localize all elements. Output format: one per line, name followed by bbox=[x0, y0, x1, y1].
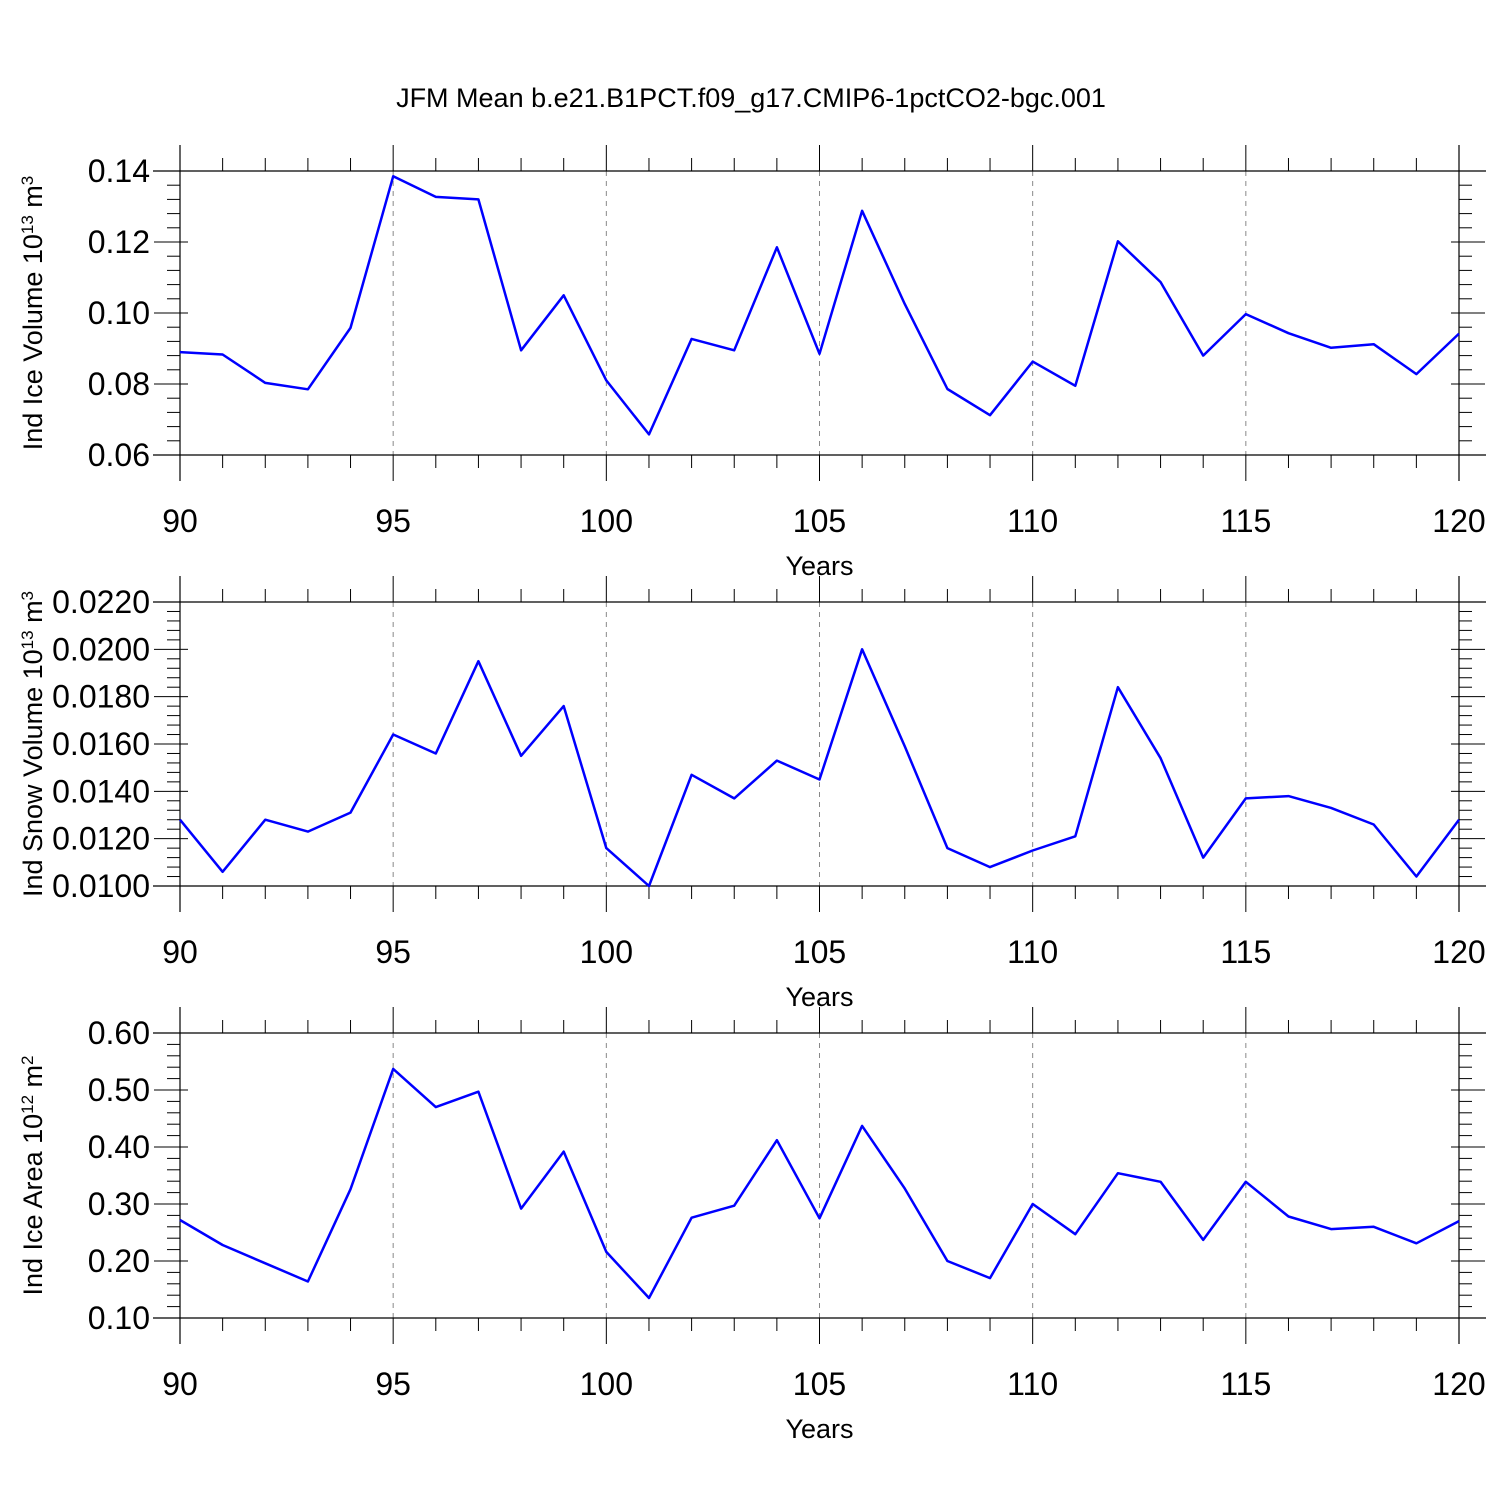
x-tick-label: 90 bbox=[162, 1366, 198, 1402]
panel-3: 90 95 100 105 110 115 120 0.10 0.20 0.30 0.40 0.50 0… bbox=[18, 1007, 1486, 1444]
x-tick-label: 105 bbox=[793, 1366, 846, 1402]
x-tick-label: 105 bbox=[793, 934, 846, 970]
x-tick-label: 110 bbox=[1007, 1366, 1058, 1402]
x-tick-label: 110 bbox=[1007, 503, 1058, 539]
panels: 90 95 100 105 110 115 120 0.06 0.08 0.10 0.12 0.14 Y… bbox=[18, 145, 1486, 1444]
x-tick-label: 105 bbox=[793, 503, 846, 539]
y-tick-label: 0.0220 bbox=[52, 584, 150, 620]
y-tick-label: 0.30 bbox=[88, 1186, 150, 1222]
series-line-1 bbox=[179, 648, 1461, 888]
x-tick-label: 100 bbox=[580, 1366, 633, 1402]
panel-1: 90 95 100 105 110 115 1200.060.080.100.120.14Y… bbox=[18, 145, 1486, 581]
y-axis-label: Ind Ice Volume 1013 m3 bbox=[18, 176, 49, 451]
y-tick-label: 0.10 bbox=[88, 295, 150, 331]
figure-title: JFM Mean b.e21.B1PCT.f09_g17.CMIP6-1pctC… bbox=[396, 83, 1106, 113]
y-axis-label: Ind Ice Area 1012 m2 bbox=[18, 1055, 49, 1295]
y-tick-label: 0.50 bbox=[88, 1072, 150, 1108]
x-axis-label: Years bbox=[785, 1414, 853, 1444]
x-tick-label: 90 bbox=[162, 503, 198, 539]
x-tick-label: 90 bbox=[162, 934, 198, 970]
y-tick-label: 0.14 bbox=[88, 153, 150, 189]
y-tick-label: 0.60 bbox=[88, 1015, 150, 1051]
y-tick-label: 0.0160 bbox=[52, 726, 150, 762]
y-tick-label: 0.0100 bbox=[52, 868, 150, 904]
x-tick-label: 110 bbox=[1007, 934, 1058, 970]
y-tick-label: 0.20 bbox=[88, 1243, 150, 1279]
series-line-1 bbox=[179, 1067, 1460, 1300]
x-tick-label: 95 bbox=[375, 934, 411, 970]
y-tick-label: 0.0120 bbox=[52, 821, 150, 857]
x-tick-label: 120 bbox=[1432, 503, 1485, 539]
x-tick-label: 100 bbox=[580, 503, 633, 539]
y-tick-label: 0.0180 bbox=[52, 679, 150, 715]
y-axis-label: Ind Snow Volume 1013 m3 bbox=[18, 591, 49, 897]
x-tick-label: 115 bbox=[1220, 503, 1271, 539]
series-line-1 bbox=[179, 175, 1460, 436]
x-tick-label: 120 bbox=[1432, 934, 1485, 970]
x-tick-label: 115 bbox=[1220, 934, 1271, 970]
y-tick-label: 0.40 bbox=[88, 1129, 150, 1165]
y-tick-label: 0.06 bbox=[88, 437, 150, 473]
y-tick-label: 0.12 bbox=[88, 224, 150, 260]
x-tick-label: 95 bbox=[375, 1366, 411, 1402]
x-tick-label: 100 bbox=[580, 934, 633, 970]
y-tick-label: 0.0140 bbox=[52, 773, 150, 809]
y-tick-label: 0.0200 bbox=[52, 631, 150, 667]
x-tick-label: 115 bbox=[1220, 1366, 1271, 1402]
x-tick-label: 95 bbox=[375, 503, 411, 539]
x-tick-label: 120 bbox=[1432, 1366, 1485, 1402]
panel-2: 90 95 100 105 110 115 120 0.0100 0.0120 0.0140 0.0… bbox=[18, 576, 1486, 1012]
y-tick-label: 0.08 bbox=[88, 366, 150, 402]
y-tick-label: 0.10 bbox=[88, 1300, 150, 1336]
